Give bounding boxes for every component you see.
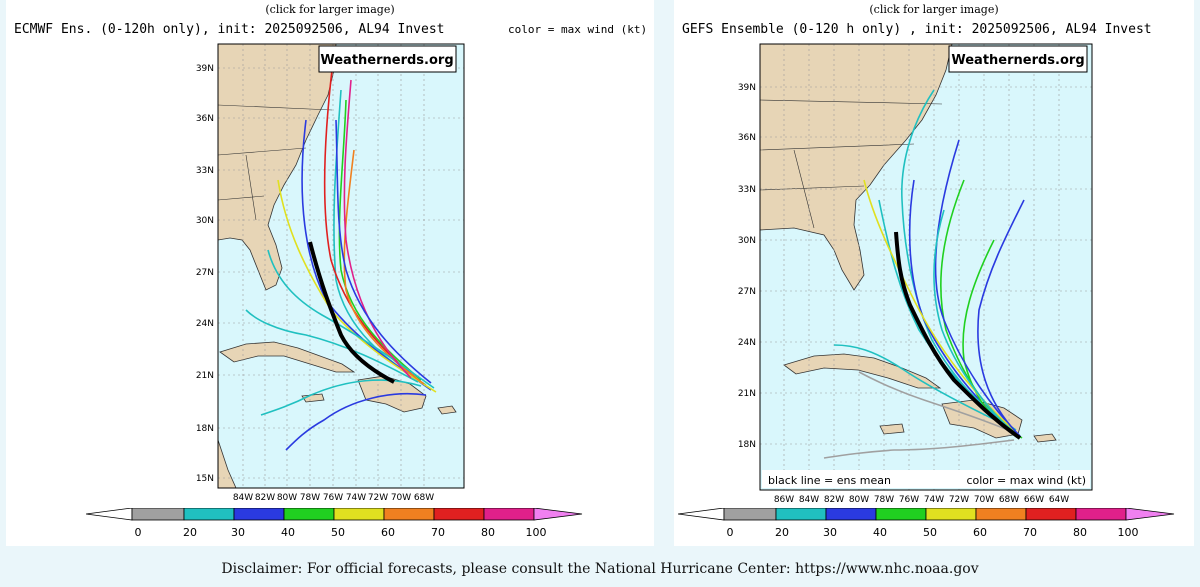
svg-text:Weathernerds.org: Weathernerds.org bbox=[320, 53, 453, 68]
lat-label: 18N bbox=[196, 424, 214, 434]
colorbar-swatch bbox=[183, 508, 235, 521]
colorbar-swatch bbox=[433, 508, 485, 521]
colorbar-swatch bbox=[825, 508, 877, 521]
disclaimer-text: Disclaimer: For official forecasts, plea… bbox=[221, 561, 979, 577]
lat-label: 30N bbox=[196, 216, 214, 226]
lat-label: 39N bbox=[738, 83, 756, 93]
lat-label: 24N bbox=[738, 338, 756, 348]
colorbar-tick: 30 bbox=[823, 526, 837, 539]
colorbar-tick: 60 bbox=[973, 526, 987, 539]
lon-label: 86W bbox=[774, 495, 794, 505]
colorbar-tick: 70 bbox=[1023, 526, 1037, 539]
lon-label: 78W bbox=[300, 493, 320, 503]
gefs-colorbar: 0 20 30 40 50 60 70 80 100 bbox=[678, 508, 1175, 539]
colorbar-swatch bbox=[1025, 508, 1077, 521]
colorbar-tick: 30 bbox=[231, 526, 245, 539]
colorbar-tick: 50 bbox=[331, 526, 345, 539]
colorbar-swatch bbox=[233, 508, 285, 521]
lon-label: 76W bbox=[323, 493, 343, 503]
lat-label: 27N bbox=[196, 268, 214, 278]
lat-label: 33N bbox=[196, 166, 214, 176]
lon-label: 76W bbox=[899, 495, 919, 505]
ecmwf-watermark: Weathernerds.org bbox=[318, 45, 457, 73]
lat-label: 33N bbox=[738, 185, 756, 195]
colorbar-swatch bbox=[283, 508, 335, 521]
lon-label: 64W bbox=[1049, 495, 1069, 505]
lat-label: 30N bbox=[738, 236, 756, 246]
colorbar-tick: 0 bbox=[135, 526, 142, 539]
lon-label: 78W bbox=[874, 495, 894, 505]
colorbar-swatch bbox=[483, 508, 535, 521]
ecmwf-legend-note: color = max wind (kt) bbox=[508, 23, 648, 36]
lat-label: 27N bbox=[738, 287, 756, 297]
svg-text:Weathernerds.org: Weathernerds.org bbox=[951, 53, 1084, 68]
mean-line-note: black line = ens mean bbox=[768, 474, 891, 487]
colorbar-tick: 80 bbox=[1073, 526, 1087, 539]
lon-label: 80W bbox=[849, 495, 869, 505]
colorbar-swatch bbox=[383, 508, 435, 521]
lat-label: 21N bbox=[738, 389, 756, 399]
lon-label: 84W bbox=[233, 493, 253, 503]
lat-label: 36N bbox=[196, 114, 214, 124]
colorbar-tick: 20 bbox=[775, 526, 789, 539]
colorbar-tick: 100 bbox=[1118, 526, 1139, 539]
colorbar-tick: 40 bbox=[873, 526, 887, 539]
lon-label: 70W bbox=[391, 493, 411, 503]
lon-label: 74W bbox=[924, 495, 944, 505]
colorbar-tick: 100 bbox=[526, 526, 547, 539]
lat-label: 39N bbox=[196, 64, 214, 74]
larger-image-caption[interactable]: (click for larger image) bbox=[265, 3, 395, 16]
lon-label: 70W bbox=[974, 495, 994, 505]
lat-label: 21N bbox=[196, 371, 214, 381]
lon-label: 82W bbox=[824, 495, 844, 505]
colorbar-swatch bbox=[775, 508, 827, 521]
lon-label: 84W bbox=[799, 495, 819, 505]
lon-label: 68W bbox=[999, 495, 1019, 505]
colorbar-swatch bbox=[723, 508, 777, 521]
ecmwf-plot-title: ECMWF Ens. (0-120h only), init: 20250925… bbox=[14, 22, 445, 37]
ecmwf-panel[interactable]: (click for larger image) ECMWF Ens. (0-1… bbox=[6, 0, 654, 546]
colorbar-swatch bbox=[1075, 508, 1127, 521]
lon-label: 72W bbox=[368, 493, 388, 503]
gefs-track-map[interactable]: Weathernerds.org black line = ens mean c… bbox=[674, 0, 1194, 546]
lat-label: 36N bbox=[738, 133, 756, 143]
ecmwf-colorbar: 0 20 30 40 50 60 70 80 100 bbox=[86, 508, 583, 539]
lon-label: 80W bbox=[277, 493, 297, 503]
lat-label: 24N bbox=[196, 319, 214, 329]
gefs-bottom-notes: black line = ens mean color = max wind (… bbox=[762, 470, 1090, 488]
colorbar-swatch bbox=[925, 508, 977, 521]
colorbar-tick: 20 bbox=[183, 526, 197, 539]
lat-label: 15N bbox=[196, 474, 214, 484]
colorbar-tick: 80 bbox=[481, 526, 495, 539]
colorbar-swatch bbox=[875, 508, 927, 521]
lon-label: 72W bbox=[949, 495, 969, 505]
colorbar-tick: 50 bbox=[923, 526, 937, 539]
colorbar-swatch bbox=[975, 508, 1027, 521]
lat-label: 18N bbox=[738, 440, 756, 450]
larger-image-caption[interactable]: (click for larger image) bbox=[869, 3, 999, 16]
gefs-watermark: Weathernerds.org bbox=[948, 45, 1088, 73]
gefs-plot-title: GEFS Ensemble (0-120 h only) , init: 202… bbox=[682, 22, 1152, 37]
colorbar-tick: 40 bbox=[281, 526, 295, 539]
ecmwf-track-map[interactable]: Weathernerds.org 39N 36N 33N 30N 27N 24N… bbox=[6, 0, 654, 546]
colorbar-swatch bbox=[131, 508, 185, 521]
lon-label: 82W bbox=[255, 493, 275, 503]
gefs-legend-note: color = max wind (kt) bbox=[966, 474, 1086, 487]
colorbar-tick: 60 bbox=[381, 526, 395, 539]
lon-label: 66W bbox=[1024, 495, 1044, 505]
lon-label: 68W bbox=[414, 493, 434, 503]
colorbar-tick: 70 bbox=[431, 526, 445, 539]
colorbar-tick: 0 bbox=[727, 526, 734, 539]
colorbar-swatch bbox=[333, 508, 385, 521]
lon-label: 74W bbox=[346, 493, 366, 503]
gefs-panel[interactable]: (click for larger image) GEFS Ensemble (… bbox=[674, 0, 1194, 546]
